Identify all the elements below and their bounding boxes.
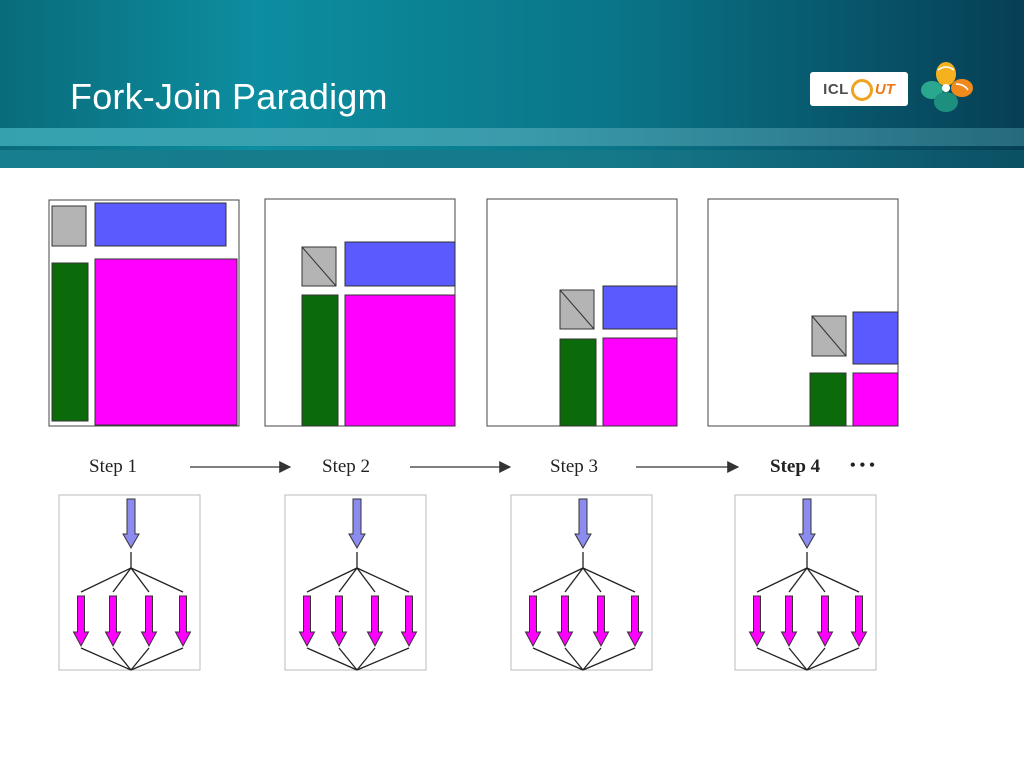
icl-ut-logo: ICL UT: [810, 72, 908, 106]
fork-edge: [112, 567, 132, 593]
parallel-task-arrow: [72, 595, 90, 648]
join-edge: [532, 647, 584, 671]
parallel-task-arrow: [780, 595, 798, 648]
parallel-task-arrow: [748, 595, 766, 648]
header-band: [0, 128, 1024, 146]
row-panel: [852, 311, 899, 365]
join-edge: [582, 647, 602, 671]
slide-header: Fork-Join Paradigm ICL UT: [0, 0, 1024, 168]
fork-edge: [356, 567, 410, 593]
parallel-task-arrow: [524, 595, 542, 648]
join-edge: [112, 647, 132, 671]
join-edge: [806, 647, 860, 671]
join-edge: [130, 647, 150, 671]
matrix-step-3: [486, 198, 678, 427]
row-panel: [344, 241, 456, 287]
join-edge: [356, 647, 410, 671]
fork-edge: [130, 567, 150, 593]
fork-edge: [130, 567, 184, 593]
step-label-3: Step 3: [550, 456, 598, 477]
matrix-step-4: [707, 198, 899, 427]
logo-ut-text: UT: [874, 80, 895, 98]
fork-input-arrow: [348, 498, 366, 550]
fork-edge: [756, 567, 808, 593]
parallel-task-arrow: [330, 595, 348, 648]
join-edge: [806, 647, 826, 671]
join-edge: [788, 647, 808, 671]
matrix-step-1: [48, 199, 240, 427]
fork-join-tree-step-2: [284, 494, 427, 671]
parallel-task-arrow: [850, 595, 868, 648]
fork-edge: [564, 567, 584, 593]
parallel-task-arrow: [400, 595, 418, 648]
fork-edge: [80, 567, 132, 593]
trailing-matrix: [602, 337, 678, 427]
parallel-task-arrow: [626, 595, 644, 648]
matrix-step-2: [264, 198, 456, 427]
slide-title: Fork-Join Paradigm: [70, 76, 388, 117]
fork-edge: [806, 567, 860, 593]
logo-icl-text: ICL: [823, 80, 849, 98]
trailing-matrix: [94, 258, 238, 426]
step-label-4: Step 4: [770, 456, 821, 477]
diagonal-block: [51, 205, 87, 247]
parallel-task-arrow: [556, 595, 574, 648]
fork-join-tree-step-3: [510, 494, 653, 671]
join-edge: [582, 647, 636, 671]
fork-edge: [306, 567, 358, 593]
parallel-task-arrow: [174, 595, 192, 648]
parallel-task-arrow: [104, 595, 122, 648]
join-edge: [306, 647, 358, 671]
fork-input-arrow: [122, 498, 140, 550]
fork-input-arrow: [798, 498, 816, 550]
flower-logo-icon: [921, 62, 973, 112]
fork-edge: [582, 567, 636, 593]
join-edge: [356, 647, 376, 671]
parallel-task-arrow: [298, 595, 316, 648]
fork-edge: [356, 567, 376, 593]
fork-join-tree-step-4: [734, 494, 877, 671]
trailing-matrix: [344, 294, 456, 427]
fork-input-arrow: [574, 498, 592, 550]
column-panel: [559, 338, 597, 427]
join-edge: [564, 647, 584, 671]
column-panel: [809, 372, 847, 427]
row-panel: [602, 285, 678, 330]
fork-join-tree-step-1: [58, 494, 201, 671]
column-panel: [301, 294, 339, 427]
row-panel: [94, 202, 227, 247]
parallel-task-arrow: [816, 595, 834, 648]
join-edge: [338, 647, 358, 671]
parallel-task-arrow: [592, 595, 610, 648]
fork-edge: [338, 567, 358, 593]
trailing-matrix: [852, 372, 899, 427]
column-panel: [51, 262, 89, 422]
step-label-2: Step 2: [322, 456, 370, 477]
parallel-task-arrow: [366, 595, 384, 648]
join-edge: [130, 647, 184, 671]
parallel-task-arrow: [140, 595, 158, 648]
continuation-dots: • • •: [850, 457, 875, 474]
step-label-1: Step 1: [89, 456, 137, 477]
join-edge: [80, 647, 132, 671]
fork-edge: [532, 567, 584, 593]
header-band-lower: [0, 150, 1024, 168]
logo-ring-icon: [850, 79, 873, 101]
fork-edge: [806, 567, 826, 593]
fork-edge: [582, 567, 602, 593]
fork-edge: [788, 567, 808, 593]
join-edge: [756, 647, 808, 671]
